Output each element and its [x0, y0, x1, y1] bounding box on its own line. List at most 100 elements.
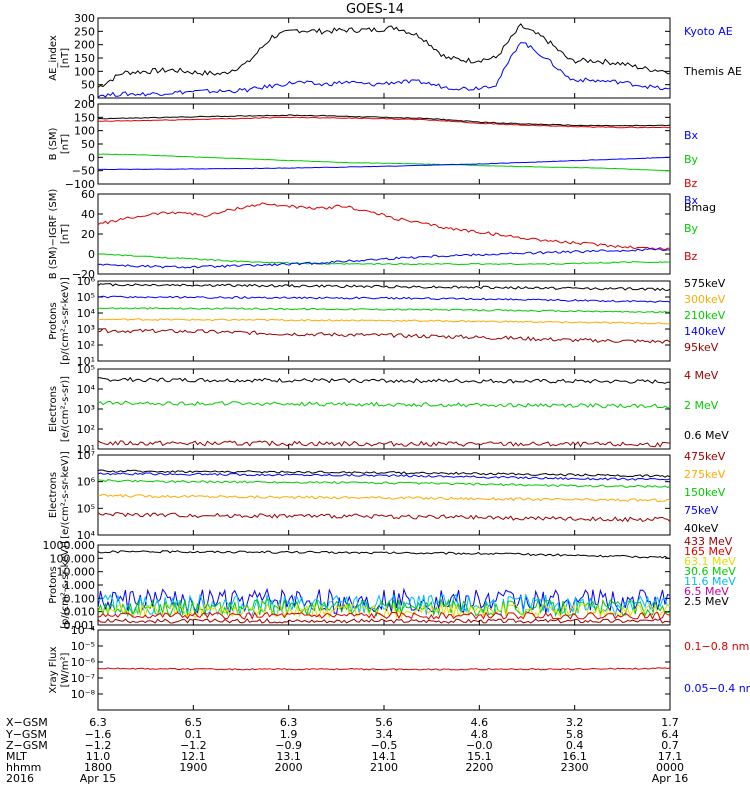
x-row-value: 14.1	[372, 750, 397, 763]
y-tick-label: −100	[65, 178, 95, 191]
x-row-value: 6.5	[185, 716, 203, 729]
y-tick-label: 250	[74, 25, 95, 38]
x-row-value: 2200	[465, 761, 493, 774]
y-axis-label: Electrons	[48, 472, 59, 518]
chart-title: GOES-14	[346, 2, 404, 17]
y-tick-label: 10⁷	[77, 449, 95, 462]
y-tick-label: 10¹	[77, 355, 95, 368]
y-axis-unit: [e/(cm²-s-sr)]	[60, 376, 71, 442]
panel-frame	[97, 193, 671, 275]
series-line-475keV	[97, 512, 671, 523]
legend-entry: 0.6 MeV	[684, 429, 729, 442]
y-tick-label: 200	[74, 39, 95, 52]
legend-entry: 11.6 MeV	[684, 575, 736, 588]
y-tick-label: 10⁴	[77, 529, 96, 542]
series-line-2 MeV	[97, 400, 670, 409]
y-tick-label: 20	[81, 228, 95, 241]
x-row-label: X−GSM	[6, 716, 48, 729]
x-row-value: 1800	[84, 761, 112, 774]
legend-entry: Bmag	[684, 201, 716, 214]
y-tick-label: 100.000	[50, 552, 96, 565]
x-row-value: 5.6	[375, 716, 393, 729]
legend-entry: 30.6 MeV	[684, 565, 736, 578]
legend-entry: Bz	[684, 250, 698, 263]
y-axis-label: AE_index	[48, 35, 59, 81]
panel-frame	[97, 454, 671, 536]
series-line-By	[98, 153, 671, 172]
y-tick-label: 10⁵	[77, 291, 95, 304]
x-row-value: 4.6	[471, 716, 489, 729]
y-axis-label: Protons	[48, 302, 59, 339]
x-row-label: MLT	[6, 750, 27, 763]
x-row-label: hhmm	[6, 761, 41, 774]
y-tick-label: 150	[74, 111, 95, 124]
legend-entry: 4 MeV	[684, 369, 719, 382]
x-row-label: Z−GSM	[6, 739, 48, 752]
series-line-0.6 MeV	[97, 376, 670, 384]
y-tick-label: 100	[74, 125, 95, 138]
y-tick-label: 10³	[77, 323, 95, 336]
x-row-value: 6.4	[661, 728, 679, 741]
y-tick-label: 10⁻⁷	[71, 672, 95, 685]
panel-3: 60 40 20 0 −20 B (SM)−IGRF (SM) [nT] Bx By Bz	[48, 188, 699, 281]
y-tick-label: 10⁵	[77, 363, 95, 376]
series-line-210keV	[97, 307, 671, 314]
series-line-75keV	[97, 472, 671, 481]
y-tick-label: 10⁴	[77, 307, 96, 320]
x-row-value: 2300	[561, 761, 589, 774]
legend-entry: Bz	[684, 177, 698, 190]
series-line-140keV	[97, 295, 671, 303]
y-axis-unit: [nT]	[60, 134, 71, 154]
series-line-275keV	[97, 493, 671, 503]
y-tick-label: 10.000	[57, 566, 96, 579]
y-tick-label: 200	[74, 98, 95, 111]
panel-5: 10⁵ 10⁴ 10³ 10² 10¹ Electrons [e/(cm²-s-sr)] 4 …	[48, 363, 729, 456]
series-line-40keV	[97, 469, 671, 478]
x-row-value: Apr 15	[80, 772, 117, 785]
x-row-value: 6.3	[89, 716, 107, 729]
series-line-150keV	[97, 479, 671, 488]
x-row-value: 1.7	[661, 716, 679, 729]
y-tick-label: 60	[81, 188, 95, 201]
x-row-value: 6.3	[280, 716, 298, 729]
legend-entry: 210keV	[684, 309, 726, 322]
x-row-value: 17.1	[658, 750, 683, 763]
y-tick-label: 10⁻⁶	[71, 656, 96, 669]
x-row-value: 13.1	[276, 750, 301, 763]
y-tick-label: 0	[88, 92, 95, 105]
y-tick-label: 10⁻⁸	[71, 688, 96, 701]
legend-entry: Kyoto AE	[684, 25, 733, 38]
legend-entry: 575keV	[684, 277, 726, 290]
legend-entry: 165 MeV	[684, 545, 733, 558]
panel-7: 1000.000100.00010.0001.0000.1000.0100.00…	[43, 535, 737, 632]
x-row-value: 4.8	[471, 728, 489, 741]
legend-entry: By	[684, 153, 699, 166]
x-row-value: 0000	[656, 761, 684, 774]
y-tick-label: 1000.000	[43, 539, 96, 552]
legend-entry: 475keV	[684, 450, 726, 463]
panel-4: 10⁶ 10⁵ 10⁴ 10³ 10² 10¹ Protons [p/(cm²-s-sr-ke…	[48, 275, 726, 368]
panel-6: 10⁷ 10⁶ 10⁵ 10⁴ Electrons [e/(cm²-s-sr-keV)] 4…	[48, 449, 726, 542]
series-line-165 MeV	[97, 611, 671, 620]
x-row-value: 15.1	[467, 750, 492, 763]
y-axis-label: B (SM)−IGRF (SM)	[48, 189, 59, 280]
series-line-0.1−0.8 nm	[97, 667, 671, 671]
y-tick-label: 100	[74, 65, 95, 78]
series-line-Bx	[97, 248, 670, 269]
y-tick-label: 10⁻⁵	[71, 640, 95, 653]
y-tick-label: 0.100	[64, 592, 96, 605]
x-row-value: −0.9	[275, 739, 302, 752]
y-axis-unit: [nT]	[60, 48, 71, 68]
series-line-Themis AE	[97, 23, 671, 88]
y-axis-unit: [e/(cm²-s-sr-keV)]	[60, 451, 71, 539]
series-line-Bz	[97, 202, 670, 251]
y-tick-label: 300	[74, 12, 95, 25]
x-row-value: 2100	[370, 761, 398, 774]
y-tick-label: 10³	[77, 403, 95, 416]
legend-entry: Bx	[684, 129, 699, 142]
y-axis-label: Protons	[48, 566, 59, 603]
y-axis-unit: [W/m²]	[60, 652, 71, 687]
y-tick-label: 10⁶	[77, 476, 96, 489]
panel-8: 10⁻⁸ 10⁻⁷ 10⁻⁶ 10⁻⁵ 10⁻⁴ Xray Flux [W/m²] 0.1−0…	[48, 624, 750, 711]
